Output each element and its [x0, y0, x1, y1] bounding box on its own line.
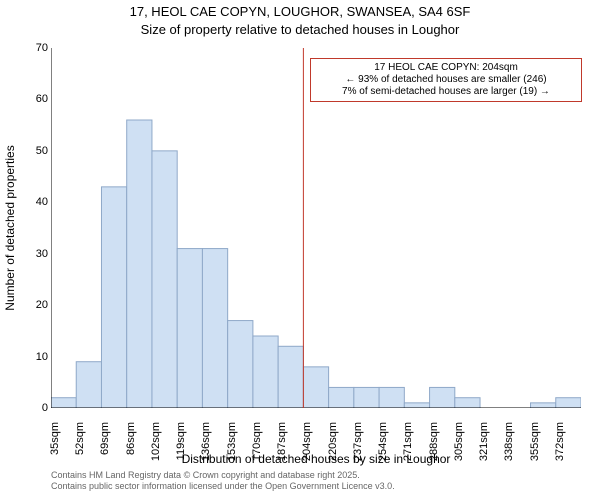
x-tick-label: 220sqm	[327, 422, 339, 472]
histogram-bar	[430, 387, 455, 408]
histogram-bar	[152, 151, 177, 408]
x-tick-label: 372sqm	[554, 422, 566, 472]
histogram-bar	[177, 249, 202, 408]
histogram-bar	[404, 403, 429, 408]
y-tick-label: 70	[26, 42, 48, 54]
annotation-box: 17 HEOL CAE COPYN: 204sqm ← 93% of detac…	[310, 58, 582, 102]
histogram-bar	[531, 403, 556, 408]
histogram-bar	[303, 367, 328, 408]
y-tick-label: 20	[26, 299, 48, 311]
x-tick-label: 69sqm	[99, 422, 111, 472]
x-tick-label: 288sqm	[428, 422, 440, 472]
x-tick-label: 86sqm	[125, 422, 137, 472]
x-tick-label: 237sqm	[352, 422, 364, 472]
x-tick-label: 119sqm	[175, 422, 187, 472]
x-tick-label: 355sqm	[529, 422, 541, 472]
x-tick-label: 305sqm	[453, 422, 465, 472]
y-tick-label: 50	[26, 145, 48, 157]
histogram-bar	[329, 387, 354, 408]
x-tick-label: 170sqm	[251, 422, 263, 472]
y-tick-label: 30	[26, 248, 48, 260]
x-tick-label: 338sqm	[503, 422, 515, 472]
histogram-bar	[354, 387, 379, 408]
x-tick-label: 153sqm	[226, 422, 238, 472]
x-tick-label: 35sqm	[49, 422, 61, 472]
histogram-bar	[202, 249, 227, 408]
histogram-bar	[228, 321, 253, 408]
x-tick-label: 204sqm	[301, 422, 313, 472]
footer-text: Contains HM Land Registry data © Crown c…	[51, 470, 395, 492]
histogram-bar	[556, 398, 581, 408]
x-tick-label: 321sqm	[478, 422, 490, 472]
histogram-bar	[101, 187, 126, 408]
histogram-bar	[455, 398, 480, 408]
y-tick-label: 60	[26, 93, 48, 105]
histogram-bar	[51, 398, 76, 408]
x-tick-label: 187sqm	[276, 422, 288, 472]
x-tick-label: 102sqm	[150, 422, 162, 472]
chart-container: 17, HEOL CAE COPYN, LOUGHOR, SWANSEA, SA…	[0, 0, 600, 500]
histogram-bar	[76, 362, 101, 408]
histogram-bar	[127, 120, 152, 408]
y-tick-label: 0	[26, 402, 48, 414]
x-tick-label: 254sqm	[377, 422, 389, 472]
annotation-line: ← 93% of detached houses are smaller (24…	[317, 74, 575, 86]
footer-line: Contains public sector information licen…	[51, 481, 395, 492]
y-tick-label: 10	[26, 351, 48, 363]
y-axis-label: Number of detached properties	[3, 145, 17, 310]
annotation-line: 17 HEOL CAE COPYN: 204sqm	[317, 62, 575, 74]
histogram-bar	[379, 387, 404, 408]
histogram-bar	[278, 346, 303, 408]
y-tick-label: 40	[26, 196, 48, 208]
x-tick-label: 136sqm	[200, 422, 212, 472]
x-tick-label: 271sqm	[402, 422, 414, 472]
histogram-bar	[253, 336, 278, 408]
chart-title-line1: 17, HEOL CAE COPYN, LOUGHOR, SWANSEA, SA…	[0, 4, 600, 19]
annotation-line: 7% of semi-detached houses are larger (1…	[317, 86, 575, 98]
histogram-plot	[51, 48, 581, 408]
x-tick-label: 52sqm	[74, 422, 86, 472]
chart-title-line2: Size of property relative to detached ho…	[0, 22, 600, 37]
